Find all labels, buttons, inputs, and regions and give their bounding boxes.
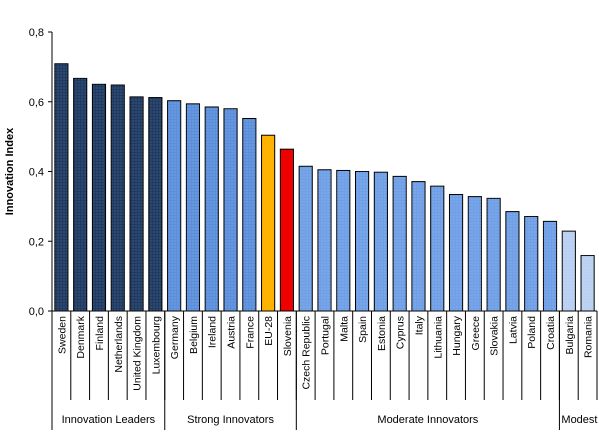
bar — [261, 134, 276, 312]
bar-texture — [167, 100, 181, 311]
category-label: Ireland — [207, 316, 219, 348]
category-label: Finland — [94, 316, 106, 351]
y-tick-label: 0,4 — [29, 167, 44, 179]
bar-texture — [129, 96, 144, 312]
axes: 0,0 0,2 0,4 0,6 0,8 Innovation Index — [4, 27, 598, 400]
bars — [54, 63, 595, 312]
group-label: Moderate Innovators — [377, 414, 478, 426]
group-labels: Innovation Leaders Strong Innovators Moder… — [51, 311, 599, 430]
bar-texture — [73, 78, 87, 311]
group-label: Modest innov — [561, 414, 599, 426]
category-label: Portugal — [320, 316, 332, 355]
bar-texture — [205, 106, 219, 311]
y-tick-label: 0,2 — [29, 236, 44, 248]
group-label: Innovation Leaders — [62, 414, 156, 426]
category-label: Poland — [526, 316, 538, 349]
bar-texture — [336, 170, 350, 311]
category-label: Slovakia — [489, 316, 501, 356]
group-label: Strong Innovators — [187, 414, 274, 426]
category-label: Bulgaria — [564, 316, 576, 355]
bar-texture — [524, 216, 538, 311]
category-label: Sweden — [56, 316, 68, 354]
category-label: Slovenia — [282, 316, 294, 356]
bar-texture — [299, 166, 313, 311]
category-label: Austria — [226, 316, 238, 349]
category-label: Belgium — [188, 316, 200, 354]
category-label: Croatia — [545, 316, 557, 350]
bar-texture — [148, 97, 162, 311]
category-label: Netherlands — [113, 316, 125, 373]
category-label: Lithuania — [432, 316, 444, 359]
bar-texture — [468, 196, 482, 311]
category-labels: Sweden Denmark Finland Netherlands United Ki… — [56, 315, 594, 390]
category-label: Spain — [357, 316, 369, 343]
category-label: Latvia — [507, 316, 519, 344]
bar-texture — [430, 186, 444, 311]
category-label: Germany — [169, 315, 181, 359]
bar-texture — [111, 85, 125, 311]
bar-texture — [186, 103, 200, 311]
y-tick-label: 0,6 — [29, 97, 44, 109]
category-label: Czech Republic — [301, 316, 313, 390]
bar-texture — [317, 169, 332, 311]
category-label: Estonia — [376, 316, 388, 351]
bar — [279, 148, 294, 312]
bar-texture — [487, 198, 501, 311]
category-label: Cyprus — [395, 316, 407, 349]
y-tick-label: 0,8 — [29, 27, 44, 39]
category-label: Malta — [338, 316, 350, 342]
bar-texture — [449, 194, 463, 311]
category-label: Luxembourg — [150, 316, 162, 375]
y-tick-label: 0,0 — [29, 306, 44, 318]
bar-texture — [54, 63, 68, 311]
bar-texture — [393, 176, 407, 311]
category-label: Hungary — [451, 315, 463, 355]
category-label: Greece — [470, 316, 482, 351]
category-label: Romania — [583, 316, 595, 358]
bar-texture — [242, 118, 256, 312]
category-label: EU-28 — [263, 316, 275, 346]
y-axis-title: Innovation Index — [4, 127, 16, 215]
bar-texture — [223, 108, 238, 311]
bar-texture — [562, 231, 576, 311]
bar-texture — [92, 84, 106, 311]
bar-texture — [581, 255, 595, 311]
category-label: United Kingdom — [132, 316, 144, 391]
bar-texture — [411, 181, 426, 311]
bar-texture — [374, 172, 388, 311]
category-label: Italy — [413, 315, 425, 335]
bar-texture — [543, 221, 557, 311]
category-label: France — [244, 316, 256, 349]
bar-texture — [505, 211, 520, 311]
bar-texture — [355, 171, 369, 311]
category-label: Denmark — [75, 315, 87, 358]
